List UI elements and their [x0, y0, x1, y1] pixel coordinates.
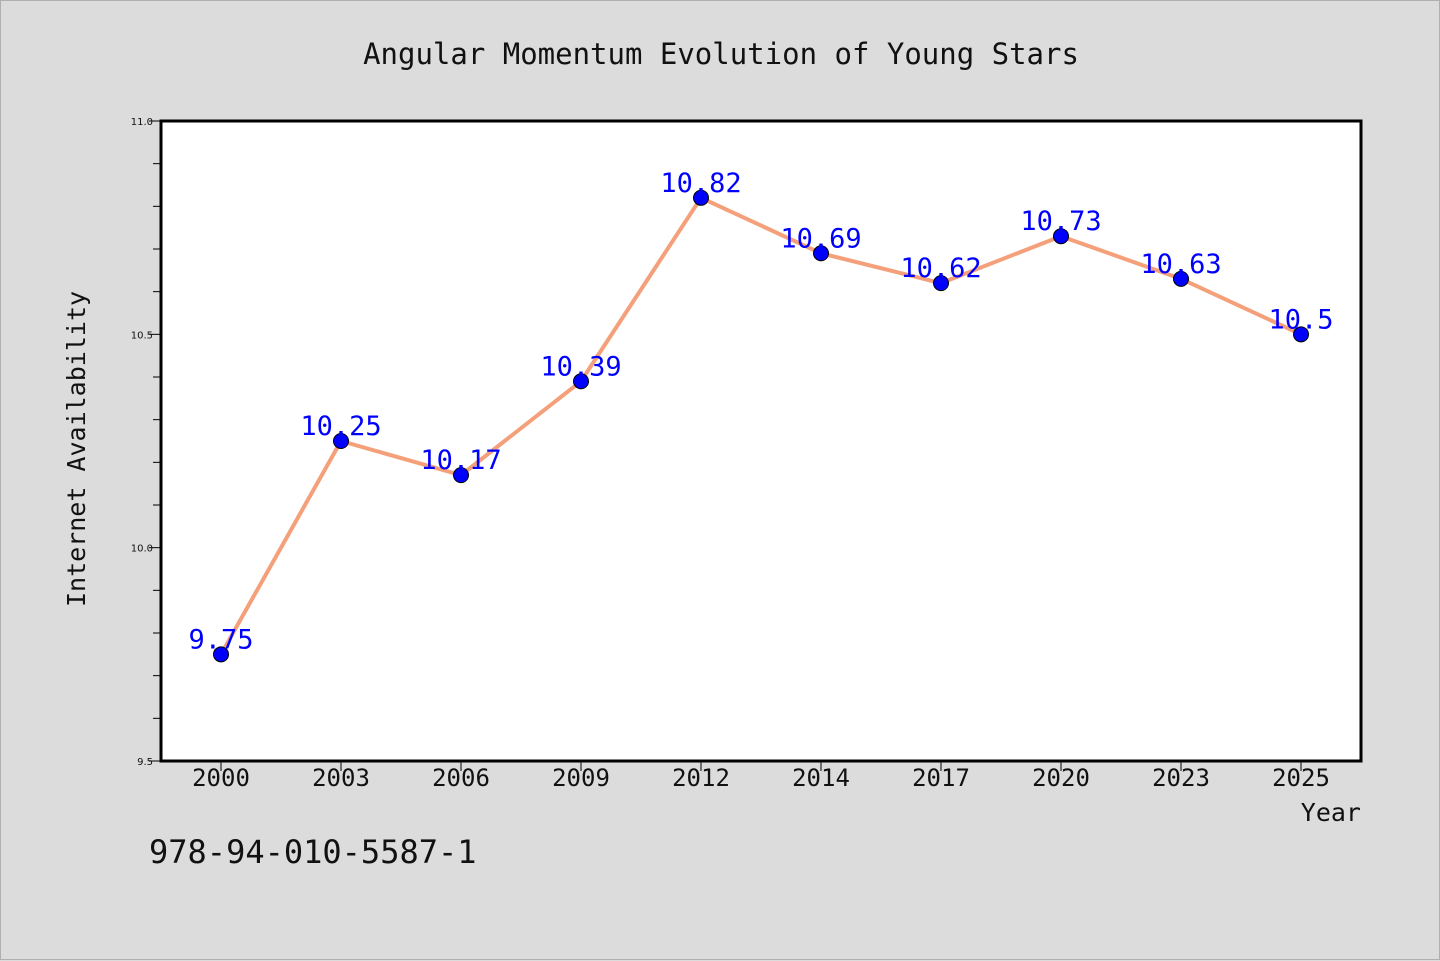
y-axis-title: Internet Availability	[62, 291, 91, 607]
data-label: 10.62	[900, 253, 981, 284]
data-point-marker	[333, 433, 349, 449]
chart-title: Angular Momentum Evolution of Young Star…	[363, 37, 1079, 71]
data-point-marker	[573, 373, 589, 390]
data-label: 10.82	[660, 168, 741, 199]
y-axis: 9.5 10.0 10.5 11.0	[131, 117, 161, 768]
y-tick-label: 10.0	[131, 544, 153, 555]
x-tick-label: 2006	[432, 764, 490, 792]
data-point-marker	[813, 245, 829, 262]
y-tick-label: 9.5	[137, 757, 153, 768]
x-tick-label: 2009	[552, 764, 610, 792]
data-point-marker	[213, 646, 229, 663]
data-point-marker	[1293, 326, 1309, 343]
data-label: 10.73	[1020, 206, 1101, 237]
data-label: 10.5	[1268, 304, 1333, 335]
x-tick-label: 2025	[1272, 764, 1330, 792]
x-tick-label: 2023	[1152, 764, 1210, 792]
series-line	[219, 195, 1303, 657]
data-label: 10.69	[780, 223, 861, 254]
series-line-group	[213, 189, 1309, 663]
x-axis-title: Year	[1301, 798, 1361, 827]
data-label: 10.63	[1140, 249, 1221, 280]
data-label: 10.17	[420, 445, 501, 476]
data-label: 9.75	[188, 624, 253, 655]
data-point-marker	[1053, 228, 1069, 245]
data-point-marker	[1173, 270, 1189, 287]
x-axis: 2000 2003 2006 2009 2012 2014 2017 2020 2023 2025	[192, 761, 1330, 792]
isbn-footer: 978-94-010-5587-1	[149, 833, 477, 871]
data-label: 10.25	[300, 411, 381, 442]
x-tick-label: 2000	[192, 764, 250, 792]
data-point-marker	[693, 189, 709, 206]
x-tick-label: 2003	[312, 764, 370, 792]
y-tick-label: 10.5	[131, 330, 153, 341]
data-labels: 9.75 10.25 10.17 10.39 10.82 10.69 10.62 10.73 1…	[188, 168, 1333, 656]
x-tick-label: 2014	[792, 764, 850, 792]
data-point-marker	[453, 467, 469, 484]
x-tick-label: 2017	[912, 764, 970, 792]
x-tick-label: 2012	[672, 764, 730, 792]
data-label: 10.39	[540, 351, 621, 382]
x-tick-label: 2020	[1032, 764, 1090, 792]
y-tick-label: 11.0	[131, 117, 153, 128]
data-point-marker	[933, 275, 949, 292]
